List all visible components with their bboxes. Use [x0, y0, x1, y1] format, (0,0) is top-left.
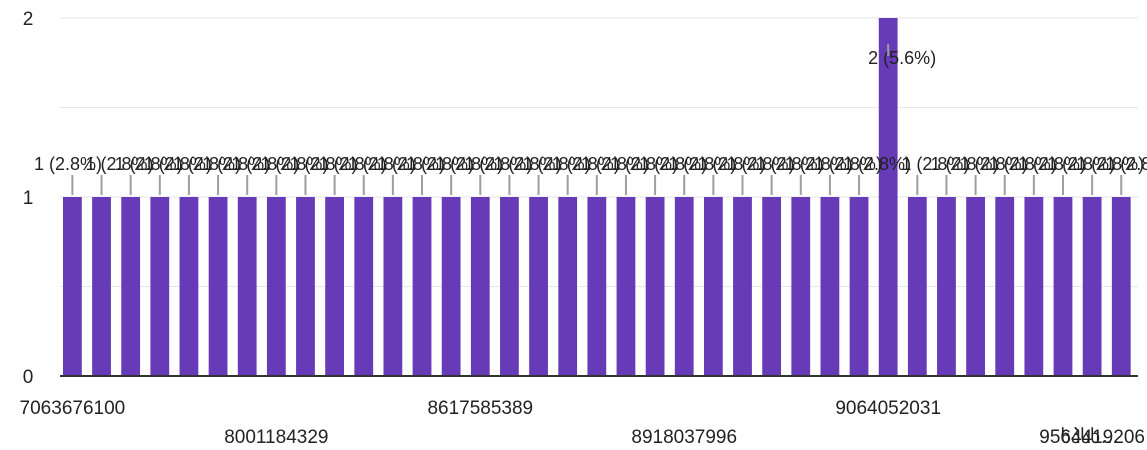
data-label: 1 (2.8%)	[348, 154, 416, 174]
data-label: 1 (2.8%)	[1076, 154, 1144, 174]
data-label: 1 (2.8%)	[377, 154, 445, 174]
bar	[674, 197, 694, 376]
data-labels: 1 (2.8%)1 (2.8%)1 (2.8%)1 (2.8%)1 (2.8%)…	[34, 44, 1147, 195]
x-tick-label: 9064052031	[835, 398, 941, 419]
data-label: 1 (2.8%)	[34, 154, 102, 174]
bar	[616, 197, 636, 376]
data-label: 1 (2.8%)	[464, 154, 532, 174]
data-label: 1 (2.8%)	[930, 154, 998, 174]
data-label: 1 (2.8%)	[785, 154, 853, 174]
data-label: 1 (2.8%)	[989, 154, 1057, 174]
data-label: 1 (2.8%)	[173, 154, 241, 174]
bar	[907, 197, 927, 376]
data-label: 1 (2.8%)	[697, 154, 765, 174]
data-label: 1 (2.8%)	[901, 154, 969, 174]
x-tick-label: 8001184329	[224, 427, 328, 448]
data-label: 1 (2.8%)	[727, 154, 795, 174]
bar	[150, 197, 170, 376]
data-label: 1 (2.8%)	[814, 154, 882, 174]
bar	[441, 197, 461, 376]
data-label: 1 (2.8%)	[289, 154, 357, 174]
bar	[791, 197, 811, 376]
data-label: 1 (2.8%)	[843, 154, 911, 174]
bar	[237, 197, 257, 376]
bar	[412, 197, 432, 376]
bar	[937, 197, 956, 376]
x-tick-label: 8918037996	[631, 427, 737, 448]
bar	[296, 197, 315, 376]
bar	[325, 197, 345, 376]
bar	[121, 197, 141, 376]
bars	[63, 18, 1131, 376]
x-axis-ticks: 7063676100 8001184329 8617585389 8918037996…	[20, 398, 1145, 448]
bar	[558, 197, 578, 376]
y-tick-label: 2	[23, 9, 34, 30]
bar	[1082, 197, 1102, 376]
data-label: 1 (2.8%)	[610, 154, 678, 174]
data-label: 1 (2.8%)	[231, 154, 299, 174]
data-label: 1 (2.8%)	[202, 154, 270, 174]
bar	[266, 197, 286, 376]
bar	[529, 197, 548, 376]
bar	[762, 197, 782, 376]
bar	[645, 197, 665, 376]
bar	[383, 197, 403, 376]
bar	[470, 197, 490, 376]
bar	[208, 197, 228, 376]
bar	[92, 197, 111, 376]
bar	[179, 197, 199, 376]
data-label: 1 (2.8%)	[581, 154, 649, 174]
data-label: 2 (5.6%)	[868, 48, 936, 68]
data-label: 1 (2.8%)	[115, 154, 183, 174]
y-tick-label: 1	[23, 188, 34, 209]
data-label: 1 (2.8%)	[668, 154, 736, 174]
bar	[1053, 197, 1073, 376]
bar	[500, 197, 519, 376]
data-label: 1 (2.8%)	[260, 154, 328, 174]
data-label: 1 (2.8%)	[1047, 154, 1115, 174]
data-label: 1 (2.8%)	[144, 154, 212, 174]
data-label: 1 (2.8%)	[493, 154, 561, 174]
data-label: 1 (2.8%)	[86, 154, 154, 174]
bar	[849, 197, 869, 376]
y-tick-label: 0	[23, 367, 34, 388]
data-label: 1 (2.8%)	[435, 154, 503, 174]
x-tick-label: ხპსხ…	[1061, 427, 1119, 448]
bar	[703, 197, 723, 376]
x-tick-label: 8617585389	[427, 398, 533, 419]
x-tick-label: 7063676100	[20, 398, 126, 419]
data-label: 1 (2.8%)	[756, 154, 824, 174]
bar	[587, 197, 607, 376]
data-label: 1 (2.8%)	[960, 154, 1028, 174]
y-axis-ticks: 0 1 2	[23, 9, 34, 388]
data-label: 1 (2.8%)	[552, 154, 620, 174]
bar	[733, 197, 752, 376]
bar	[995, 197, 1015, 376]
x-tick-label: 9564419206	[1039, 427, 1145, 448]
data-label: 1 (2.8%)	[1018, 154, 1086, 174]
data-label: 1 (2.8%)	[639, 154, 707, 174]
bar	[354, 197, 374, 376]
data-label: 1 (2.8%)	[406, 154, 474, 174]
data-label: 1 (2.8%)	[319, 154, 387, 174]
data-label: 1 (2.8%)	[523, 154, 591, 174]
bar	[966, 197, 985, 376]
bar	[63, 197, 82, 376]
bar	[878, 18, 898, 376]
bar	[820, 197, 840, 376]
data-label: 1 (2.8%)	[1105, 154, 1147, 174]
bar	[1024, 197, 1044, 376]
bar	[1111, 197, 1131, 376]
